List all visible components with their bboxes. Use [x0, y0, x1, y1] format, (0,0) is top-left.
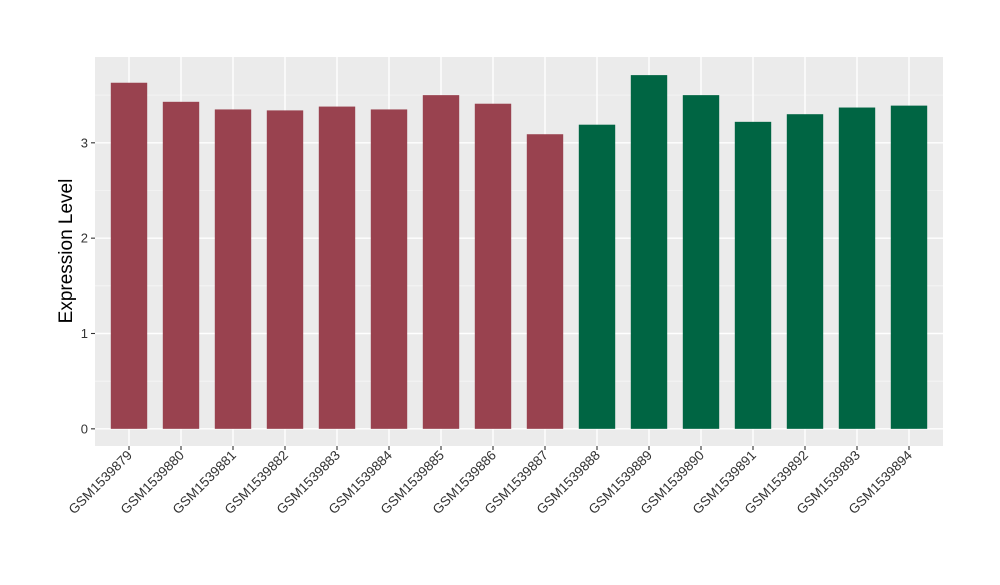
bar [682, 95, 720, 429]
bar [422, 95, 460, 429]
y-tick-label: 0 [81, 421, 88, 436]
x-axis: GSM1539879GSM1539880GSM1539881GSM1539882… [66, 446, 915, 517]
bar [890, 105, 928, 429]
bar [786, 114, 824, 429]
bar [162, 101, 200, 429]
bar [318, 106, 356, 429]
bar [266, 110, 304, 429]
bar [838, 107, 876, 429]
y-tick-label: 3 [81, 135, 88, 150]
y-tick-label: 2 [81, 231, 88, 246]
y-axis-label: Expression Level [56, 179, 77, 324]
bar [110, 82, 148, 429]
bar [578, 124, 616, 429]
bar [734, 121, 772, 429]
bar [214, 109, 252, 429]
bar-layer [110, 75, 928, 429]
bar [474, 103, 512, 429]
bar [630, 75, 668, 429]
bar [526, 134, 564, 429]
y-axis: 0 1 2 3 [81, 135, 95, 436]
y-tick-label: 1 [81, 326, 88, 341]
bar [370, 109, 408, 429]
